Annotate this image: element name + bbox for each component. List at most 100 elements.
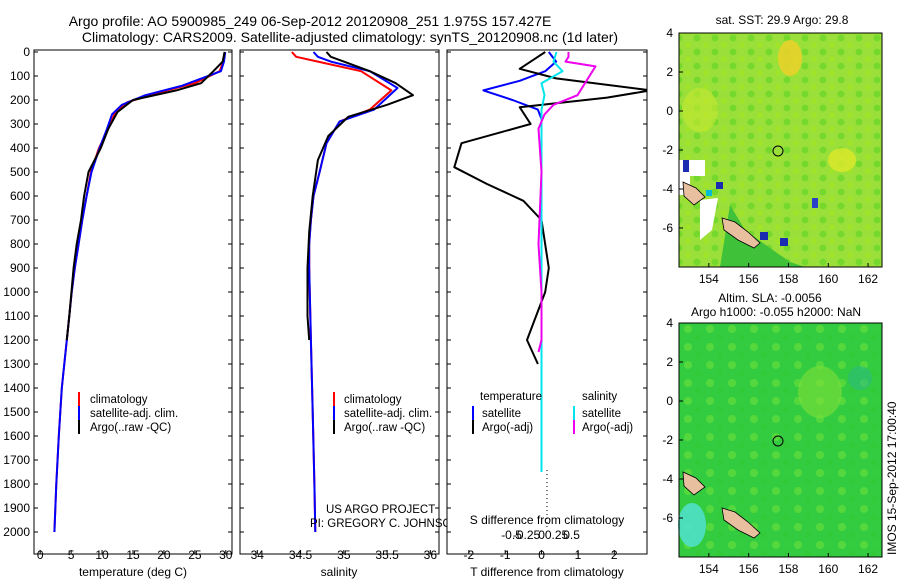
depth-tick-label: 100 xyxy=(10,69,30,83)
map-lat-tick: 4 xyxy=(666,26,673,40)
map-lon-tick: 156 xyxy=(739,562,759,576)
depth-tick-label: 1400 xyxy=(3,381,30,395)
legend-argo: Argo(..raw -QC) xyxy=(90,422,171,434)
legend-t-satellite: satellite xyxy=(482,408,521,420)
temperature-series xyxy=(53,51,227,533)
depth-tick-label: 1300 xyxy=(3,357,30,371)
argo-float-location xyxy=(772,435,784,447)
map-lat-tick: -6 xyxy=(662,221,673,235)
depth-tick-label: 500 xyxy=(10,165,30,179)
depth-tick-label: 1900 xyxy=(3,501,30,515)
depth-tick-label: 1700 xyxy=(3,453,30,467)
map-lat-tick: -4 xyxy=(662,472,673,486)
depth-tick-label: 400 xyxy=(10,141,30,155)
difference-xlabel-bottom: T difference from climatology xyxy=(470,565,624,579)
island-coastline xyxy=(682,471,706,496)
credit-project: US ARGO PROJECT xyxy=(326,504,435,516)
map-lon-tick: 158 xyxy=(778,562,798,576)
x-tick-label: 0 xyxy=(37,548,44,562)
temperature-xlabel: temperature (deg C) xyxy=(79,565,187,579)
x-tick-label: 2 xyxy=(611,548,618,562)
sst-cool-band xyxy=(720,205,805,267)
temperature-axes-frame xyxy=(33,49,233,555)
figure-title-line2: Climatology: CARS2009. Satellite-adjuste… xyxy=(82,29,618,45)
map-lon-tick: 162 xyxy=(858,272,878,286)
legend-argo: Argo(..raw -QC) xyxy=(344,422,425,434)
x-tick-label-top: 0.5 xyxy=(563,528,580,542)
x-tick-label: 10 xyxy=(95,548,109,562)
x-tick-label: 36 xyxy=(424,548,438,562)
sst-warm-patch xyxy=(682,88,718,132)
salinity-axes-frame xyxy=(239,49,440,555)
map-lon-tick: 160 xyxy=(818,272,838,286)
sst-cold-cell xyxy=(683,160,689,172)
sst-cold-cell xyxy=(780,238,788,246)
series-line-argo-raw-qc xyxy=(306,51,414,341)
x-tick-label-top: 0.25 xyxy=(545,528,569,542)
argo-float-location xyxy=(772,145,784,157)
sla-map-x-ticks: 154 156 158 160 162 xyxy=(699,553,878,576)
x-tick-label-top: -0.25 xyxy=(513,528,541,542)
map-lon-tick: 162 xyxy=(858,562,878,576)
salinity-series xyxy=(291,51,414,533)
map-lat-tick: -2 xyxy=(662,143,673,157)
x-tick-label: 34 xyxy=(251,548,265,562)
sla-map: Altim. SLA: -0.0056 Argo h1000: -0.055 h… xyxy=(662,291,883,576)
x-tick-label: 1 xyxy=(575,548,582,562)
depth-tick-labels: 0 100 200 300 400 500 600 700 800 900 1000 1100 1200… xyxy=(3,45,232,539)
series-line-salinity-argo-adj xyxy=(537,52,597,353)
sst-cold-cell xyxy=(716,182,723,189)
depth-tick-label: 0 xyxy=(23,45,30,59)
map-lat-tick: 2 xyxy=(666,355,673,369)
legend-salinity-header: salinity xyxy=(582,391,617,403)
x-tick-label: 34.5 xyxy=(289,548,313,562)
map-lon-tick: 160 xyxy=(818,562,838,576)
sla-map-title-line1: Altim. SLA: -0.0056 xyxy=(718,291,822,305)
map-lat-tick: 0 xyxy=(666,394,673,408)
depth-tick-label: 1000 xyxy=(3,285,30,299)
x-tick-label: 35.5 xyxy=(375,548,399,562)
depth-tick-label: 1500 xyxy=(3,405,30,419)
sst-cold-cell xyxy=(812,198,818,208)
difference-xlabel-top: S difference from climatology xyxy=(470,513,625,527)
sst-warm-patch xyxy=(778,40,802,76)
x-tick-label: 30 xyxy=(219,548,233,562)
x-tick-label: -1 xyxy=(500,548,511,562)
legend-climatology: climatology xyxy=(90,394,148,406)
sst-cold-cell xyxy=(760,232,768,240)
legend-satellite: satellite-adj. clim. xyxy=(90,408,178,420)
sst-warm-patch xyxy=(828,148,856,172)
x-tick-label: 25 xyxy=(188,548,202,562)
legend-t-argo: Argo(-adj) xyxy=(482,422,533,434)
depth-tick-label: 600 xyxy=(10,189,30,203)
series-line-temperature-argo-adj xyxy=(453,51,647,365)
map-lon-tick: 158 xyxy=(778,272,798,286)
sst-cold-cell xyxy=(706,190,712,196)
salinity-x-ticks: 34 34.5 35 35.5 36 xyxy=(251,548,438,562)
map-lat-tick: 4 xyxy=(666,316,673,330)
temperature-x-ticks: 0 5 10 15 20 25 30 xyxy=(37,548,233,562)
map-lat-tick: -2 xyxy=(662,433,673,447)
sla-low-patch xyxy=(678,503,706,547)
island-coastline xyxy=(682,181,706,206)
difference-legend: temperature salinity satellite Argo(-adj… xyxy=(472,391,633,434)
x-tick-label-top: -0.5 xyxy=(501,528,522,542)
sst-missing-data xyxy=(700,198,718,240)
salinity-legend: climatology satellite-adj. clim. Argo(..… xyxy=(333,392,432,434)
depth-tick-label: 1200 xyxy=(3,333,30,347)
x-tick-label: 15 xyxy=(126,548,140,562)
sla-low-patch xyxy=(848,366,872,390)
x-tick-label-top: 0 xyxy=(538,528,545,542)
depth-tick-label: 800 xyxy=(10,237,30,251)
difference-y-ticks xyxy=(447,51,647,533)
legend-climatology: climatology xyxy=(344,394,402,406)
sst-map-x-ticks: 154 156 158 160 162 xyxy=(699,263,878,286)
depth-tick-label: 1100 xyxy=(4,309,30,323)
series-line-argo-raw-qc xyxy=(65,51,226,341)
sla-map-title-line2: Argo h1000: -0.055 h2000: NaN xyxy=(691,305,861,319)
sla-map-y-ticks: 4 2 0 -2 -4 -6 xyxy=(662,316,683,525)
map-lon-tick: 154 xyxy=(699,272,719,286)
depth-tick-label: 900 xyxy=(10,261,30,275)
map-lat-tick: 2 xyxy=(666,65,673,79)
sla-high-patch xyxy=(798,366,842,418)
